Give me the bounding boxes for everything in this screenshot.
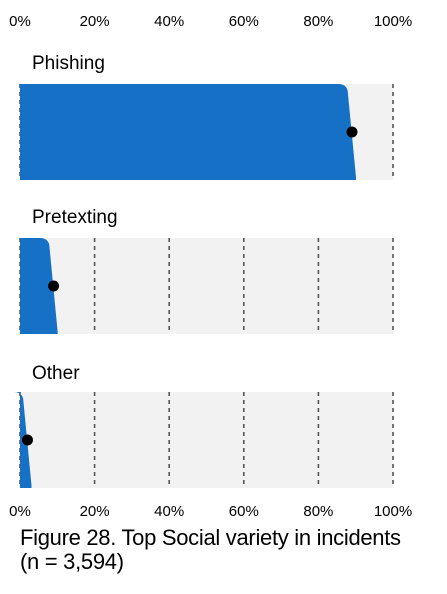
category-label-0: Phishing bbox=[32, 53, 105, 74]
bottom-tick-label-3: 60% bbox=[229, 503, 259, 520]
bar-0 bbox=[20, 84, 356, 180]
bottom-tick-label-1: 20% bbox=[80, 503, 110, 520]
top-tick-label-1: 20% bbox=[80, 13, 110, 30]
bottom-tick-label-0: 0% bbox=[9, 503, 31, 520]
bottom-tick-label-5: 100% bbox=[374, 503, 412, 520]
top-tick-label-4: 80% bbox=[303, 13, 333, 30]
top-tick-label-5: 100% bbox=[374, 13, 412, 30]
bottom-tick-label-2: 40% bbox=[154, 503, 184, 520]
caption-line-2: (n = 3,594) bbox=[20, 549, 124, 574]
point-1 bbox=[48, 280, 60, 292]
point-2 bbox=[21, 434, 33, 446]
track-2 bbox=[20, 392, 393, 488]
track-1 bbox=[20, 238, 393, 334]
chart: 0% 20% 40% 60% 80% 100% 0% 20% 40% 60% 80% 100% Phis… bbox=[9, 13, 412, 520]
bar-1 bbox=[20, 238, 58, 334]
category-label-1: Pretexting bbox=[32, 207, 118, 228]
figure-caption: Figure 28. Top Social variety in inciden… bbox=[20, 526, 440, 574]
caption-line-1: Figure 28. Top Social variety in inciden… bbox=[20, 525, 401, 550]
bottom-tick-label-4: 80% bbox=[303, 503, 333, 520]
top-tick-label-2: 40% bbox=[154, 13, 184, 30]
top-tick-label-3: 60% bbox=[229, 13, 259, 30]
category-label-2: Other bbox=[32, 363, 80, 384]
top-tick-label-0: 0% bbox=[9, 13, 31, 30]
point-0 bbox=[346, 126, 358, 138]
